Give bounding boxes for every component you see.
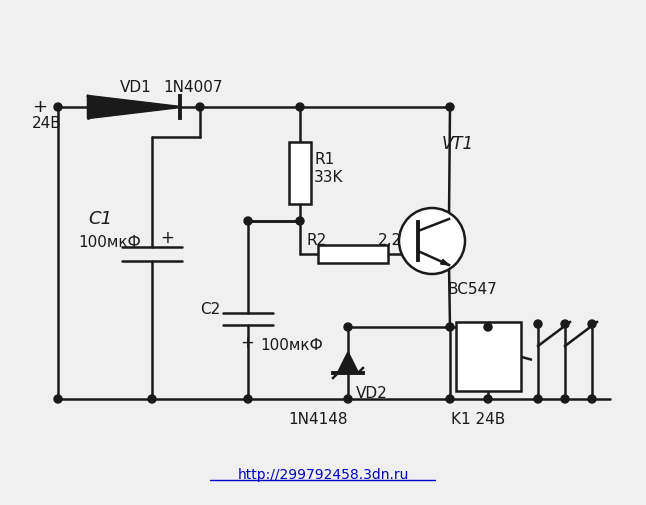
Text: +: +: [160, 229, 174, 246]
Text: VD1: VD1: [120, 80, 152, 95]
Text: R2: R2: [306, 232, 326, 247]
Circle shape: [296, 218, 304, 226]
Circle shape: [534, 320, 542, 328]
Text: 24В: 24В: [32, 116, 62, 131]
Circle shape: [148, 395, 156, 403]
Text: http://299792458.3dn.ru: http://299792458.3dn.ru: [237, 467, 409, 481]
Text: VD2: VD2: [356, 385, 388, 400]
Circle shape: [244, 218, 252, 226]
Circle shape: [561, 320, 569, 328]
Circle shape: [399, 209, 465, 274]
Polygon shape: [441, 260, 449, 266]
Circle shape: [296, 104, 304, 112]
Text: 100мкФ: 100мкФ: [78, 234, 141, 249]
Bar: [456, 322, 521, 391]
Circle shape: [344, 395, 352, 403]
Text: VT1: VT1: [442, 135, 474, 153]
Text: 100мкФ: 100мкФ: [260, 337, 323, 352]
Circle shape: [446, 104, 454, 112]
Text: R1: R1: [314, 152, 334, 167]
Text: 1N4007: 1N4007: [163, 80, 222, 95]
Circle shape: [196, 104, 204, 112]
Circle shape: [588, 395, 596, 403]
Text: 1N4148: 1N4148: [288, 411, 348, 426]
Bar: [318, 245, 388, 264]
Circle shape: [484, 323, 492, 331]
Bar: [289, 143, 311, 205]
Text: C1: C1: [88, 210, 112, 228]
Circle shape: [446, 323, 454, 331]
Circle shape: [484, 395, 492, 403]
Circle shape: [446, 395, 454, 403]
Polygon shape: [338, 354, 358, 373]
Circle shape: [588, 320, 596, 328]
Text: BC547: BC547: [448, 281, 498, 296]
Circle shape: [54, 104, 62, 112]
Circle shape: [244, 395, 252, 403]
Circle shape: [534, 395, 542, 403]
Text: C2: C2: [200, 301, 220, 316]
Text: 33K: 33K: [314, 170, 344, 185]
Circle shape: [344, 323, 352, 331]
Circle shape: [561, 395, 569, 403]
Text: +: +: [32, 98, 47, 116]
Text: 2,2K: 2,2K: [378, 232, 412, 247]
Polygon shape: [88, 97, 180, 119]
Text: +: +: [240, 333, 254, 351]
Circle shape: [54, 395, 62, 403]
Text: K1 24В: K1 24В: [451, 411, 505, 426]
